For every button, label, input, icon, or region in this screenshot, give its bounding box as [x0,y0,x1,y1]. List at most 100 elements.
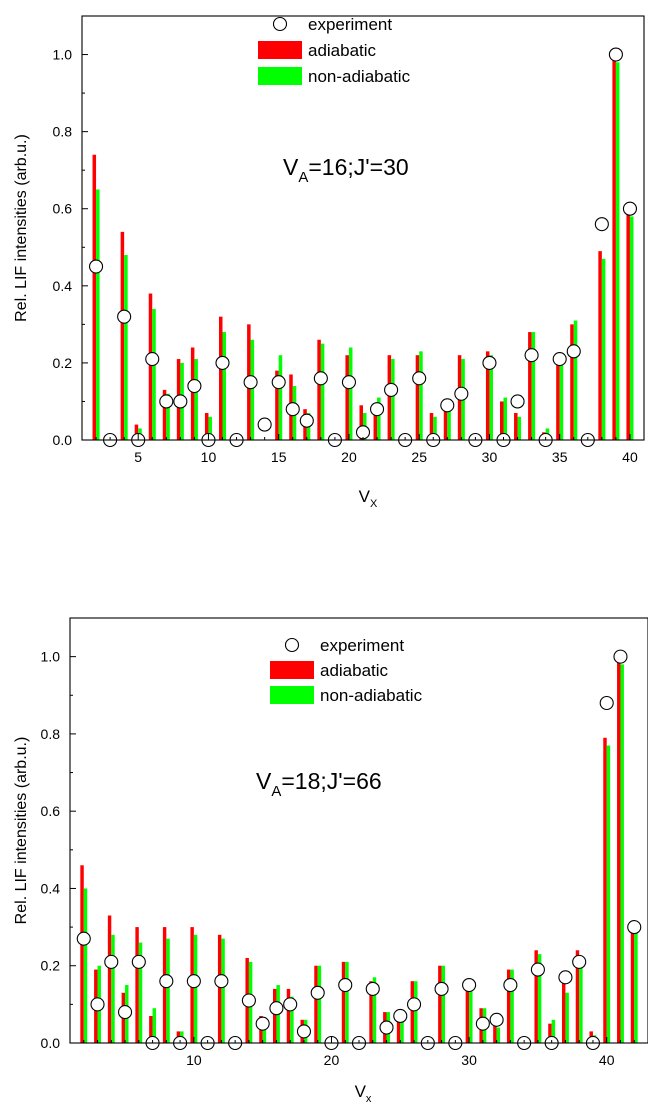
bar-adiabatic [80,865,84,1043]
y-tick-label: 1.0 [53,47,73,63]
legend-swatch-adiabatic [258,41,302,59]
legend-marker-experiment [272,16,288,32]
bar-adiabatic [630,927,635,1043]
bar-non-adiabatic [620,664,624,1043]
experiment-point [341,375,357,390]
bar-non-adiabatic [345,961,349,1043]
bar-adiabatic [387,355,392,440]
chart-2: 0.0 0.2 0.4 0.6 0.8 1.0 10 20 30 40 Rel. LIF inten… [13,617,648,1105]
bar-non-adiabatic [208,416,212,440]
experiment-point [104,954,119,969]
bar-adiabatic [534,950,538,1043]
experiment-point [489,1012,504,1027]
bar-non-adiabatic [262,1019,267,1043]
bar-adiabatic [603,737,607,1043]
experiment-point [412,371,427,386]
legend-label-experiment: experiment [320,636,404,655]
experiment-point [131,954,146,969]
experiment-point [243,375,258,390]
bar-non-adiabatic [433,416,437,440]
bar-adiabatic [575,950,580,1043]
experiment-point [173,394,188,409]
x-tick-label: 20 [324,1052,340,1068]
bar-adiabatic [438,965,442,1043]
bar-adiabatic [493,1023,497,1043]
experiment-point [159,394,174,409]
legend-swatch-non-adiabatic [258,67,302,85]
bar-adiabatic [275,370,279,440]
y-tick-label: 1.0 [41,649,61,665]
y-axis-label: Rel. LIF intensities (arb.u.) [13,134,30,322]
bar-non-adiabatic [559,362,564,440]
experiment-point [117,1005,133,1020]
x-tick-label: 10 [201,449,217,465]
experiment-point [482,355,497,370]
x-tick-label: 30 [461,1052,477,1068]
bar-adiabatic [598,251,602,440]
bar-non-adiabatic [377,397,381,440]
bar-non-adiabatic [194,359,198,440]
experiment-point [283,997,298,1012]
bar-adiabatic [314,965,318,1043]
experiment-point [558,970,573,985]
experiment-point [613,649,628,664]
bar-adiabatic [162,389,167,440]
bar-non-adiabatic [96,189,100,440]
bar-adiabatic [218,316,223,440]
experiment-point [510,394,525,409]
bar-adiabatic [429,413,434,440]
experiment-point [269,1001,284,1016]
experiment-point [241,993,256,1008]
legend-swatch-adiabatic [270,661,314,679]
experiment-point [310,985,325,1000]
bar-adiabatic [120,231,125,440]
x-tick-label: 20 [341,449,357,465]
experiment-point [365,981,380,996]
x-tick-label: 10 [186,1052,202,1068]
experiment-point [622,201,638,216]
experiment-point [76,931,91,946]
bar-adiabatic [465,981,470,1043]
experiment-point [214,974,229,989]
bar-non-adiabatic [537,954,542,1043]
bar-non-adiabatic [400,1019,404,1043]
bar-non-adiabatic [414,981,418,1043]
y-tick-label: 0.6 [53,201,73,217]
bar-adiabatic [570,324,574,440]
y-tick-label: 0.8 [53,124,73,140]
bar-adiabatic [272,988,277,1043]
bar-non-adiabatic [222,332,227,440]
bar-non-adiabatic [615,62,620,440]
experiment-point [296,1024,312,1039]
x-tick-label: 25 [411,449,427,465]
bar-adiabatic [410,981,415,1043]
experiment-point [524,348,539,363]
bar-non-adiabatic [320,343,325,440]
y-tick-label: 0.2 [53,355,73,371]
legend-swatch-non-adiabatic [270,686,314,704]
experiment-point [552,352,567,367]
experiment-point [462,977,477,993]
legend-label-non-adiabatic: non-adiabatic [308,67,411,86]
bar-adiabatic [485,351,490,440]
experiment-point [117,309,132,324]
bar-adiabatic [92,154,97,440]
experiment-point [406,997,422,1012]
bar-non-adiabatic [221,938,225,1043]
bar-adiabatic [204,413,209,440]
bar-adiabatic [317,339,321,440]
bar-adiabatic [396,1015,401,1043]
experiment-point [454,386,469,401]
bar-non-adiabatic [124,254,128,440]
bar-non-adiabatic [573,320,578,440]
x-axis-label: VX [359,487,378,510]
experiment-point [369,402,385,417]
experiment-point [384,382,399,397]
legend-label-non-adiabatic: non-adiabatic [320,686,423,705]
legend: experiment adiabatic non-adiabatic [270,636,423,705]
bar-adiabatic [499,401,504,440]
experiment-point [89,259,104,274]
bar-adiabatic [506,969,511,1043]
x-tick-label: 40 [622,449,638,465]
bar-non-adiabatic [601,258,606,440]
